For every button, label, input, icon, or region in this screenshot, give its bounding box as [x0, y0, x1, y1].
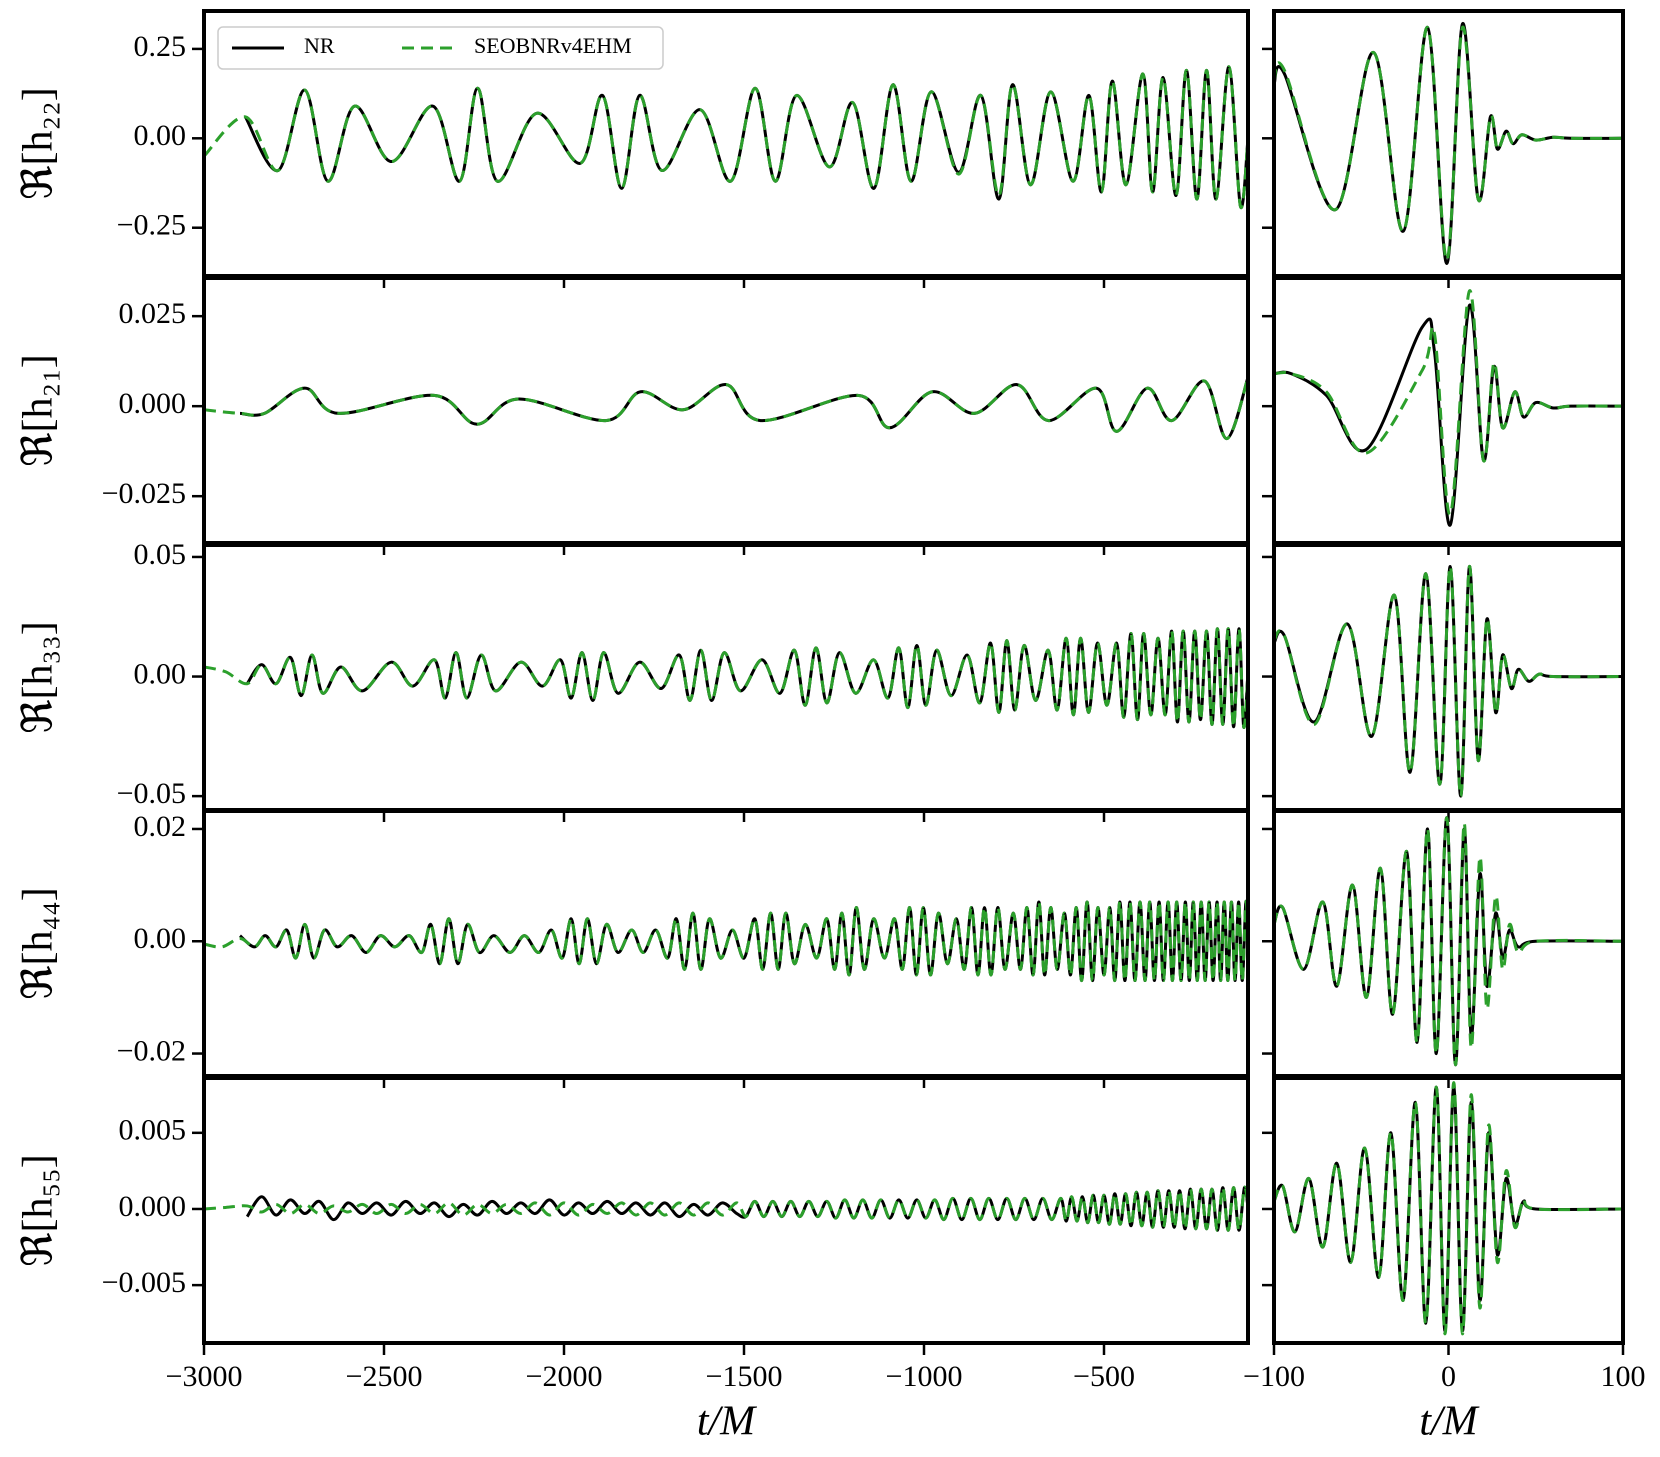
series-line: [204, 627, 1248, 729]
y-axis-label: ℜ[h₅₅]: [16, 1154, 62, 1266]
y-tick-label: 0.00: [134, 922, 187, 955]
series-line: [204, 65, 1248, 210]
legend-label: NR: [304, 33, 335, 58]
plot-area: [1274, 816, 1623, 1067]
legend-label: SEOBNRv4EHM: [474, 33, 632, 58]
y-tick-label: −0.05: [117, 777, 186, 810]
plot-area: [1274, 565, 1623, 798]
series-line: [204, 899, 1248, 983]
series-line: [244, 65, 1248, 210]
plot-area: [1274, 1081, 1623, 1336]
y-tick-label: −0.025: [102, 477, 186, 510]
x-tick-label: 0: [1441, 1360, 1456, 1393]
x-tick-label: −100: [1243, 1360, 1305, 1393]
y-tick-label: −0.25: [117, 209, 186, 242]
axes-frame: [202, 1076, 1250, 1345]
y-tick-label: −0.02: [117, 1034, 186, 1067]
plot-area: [1274, 22, 1623, 265]
y-tick-label: 0.00: [134, 119, 187, 152]
x-axis-label: t/M: [1419, 1399, 1479, 1445]
legend: NR SEOBNRv4EHM: [217, 26, 664, 70]
x-tick-label: −500: [1073, 1360, 1135, 1393]
axes-frame: [1272, 9, 1625, 278]
plot-area: [1274, 289, 1623, 527]
series-line: [1274, 25, 1623, 262]
y-tick-label: 0.005: [119, 1114, 187, 1147]
x-tick-label: −2500: [346, 1360, 423, 1393]
y-tick-label: 0.02: [134, 810, 187, 843]
x-tick-label: −2000: [526, 1360, 603, 1393]
x-tick-label: −1500: [706, 1360, 783, 1393]
y-axis-label: ℜ[h₄₄]: [16, 887, 62, 999]
x-axis-label: t/M: [697, 1399, 757, 1445]
x-tick-label: 100: [1601, 1360, 1646, 1393]
x-tick-label: −1000: [886, 1360, 963, 1393]
y-tick-label: 0.00: [134, 657, 187, 690]
series-line: [1274, 816, 1623, 1067]
plot-area: [204, 627, 1248, 729]
y-tick-label: 0.05: [134, 538, 187, 571]
series-line: [1274, 289, 1623, 516]
axes-frame: [202, 543, 1250, 812]
y-tick-label: 0.25: [134, 30, 187, 63]
series-line: [1274, 565, 1623, 798]
series-line: [204, 1185, 1248, 1232]
y-axis-label: ℜ[h₂₂]: [16, 87, 62, 199]
plot-area: [204, 376, 1248, 441]
series-line: [1274, 303, 1623, 527]
y-tick-label: −0.005: [102, 1266, 186, 1299]
series-line: [1274, 22, 1623, 265]
plot-area: [204, 65, 1248, 210]
plot-area: [204, 1185, 1248, 1232]
series-line: [245, 627, 1248, 729]
series-line: [1274, 1081, 1623, 1336]
series-line: [204, 376, 1248, 441]
y-tick-label: 0.000: [119, 1190, 187, 1223]
y-axis-label: ℜ[h₃₃]: [16, 621, 62, 733]
y-axis-label: ℜ[h₂₁]: [16, 354, 62, 466]
y-tick-label: 0.000: [119, 387, 187, 420]
plot-area: [204, 899, 1248, 983]
y-tick-label: 0.025: [119, 297, 187, 330]
x-tick-label: −3000: [166, 1360, 243, 1393]
